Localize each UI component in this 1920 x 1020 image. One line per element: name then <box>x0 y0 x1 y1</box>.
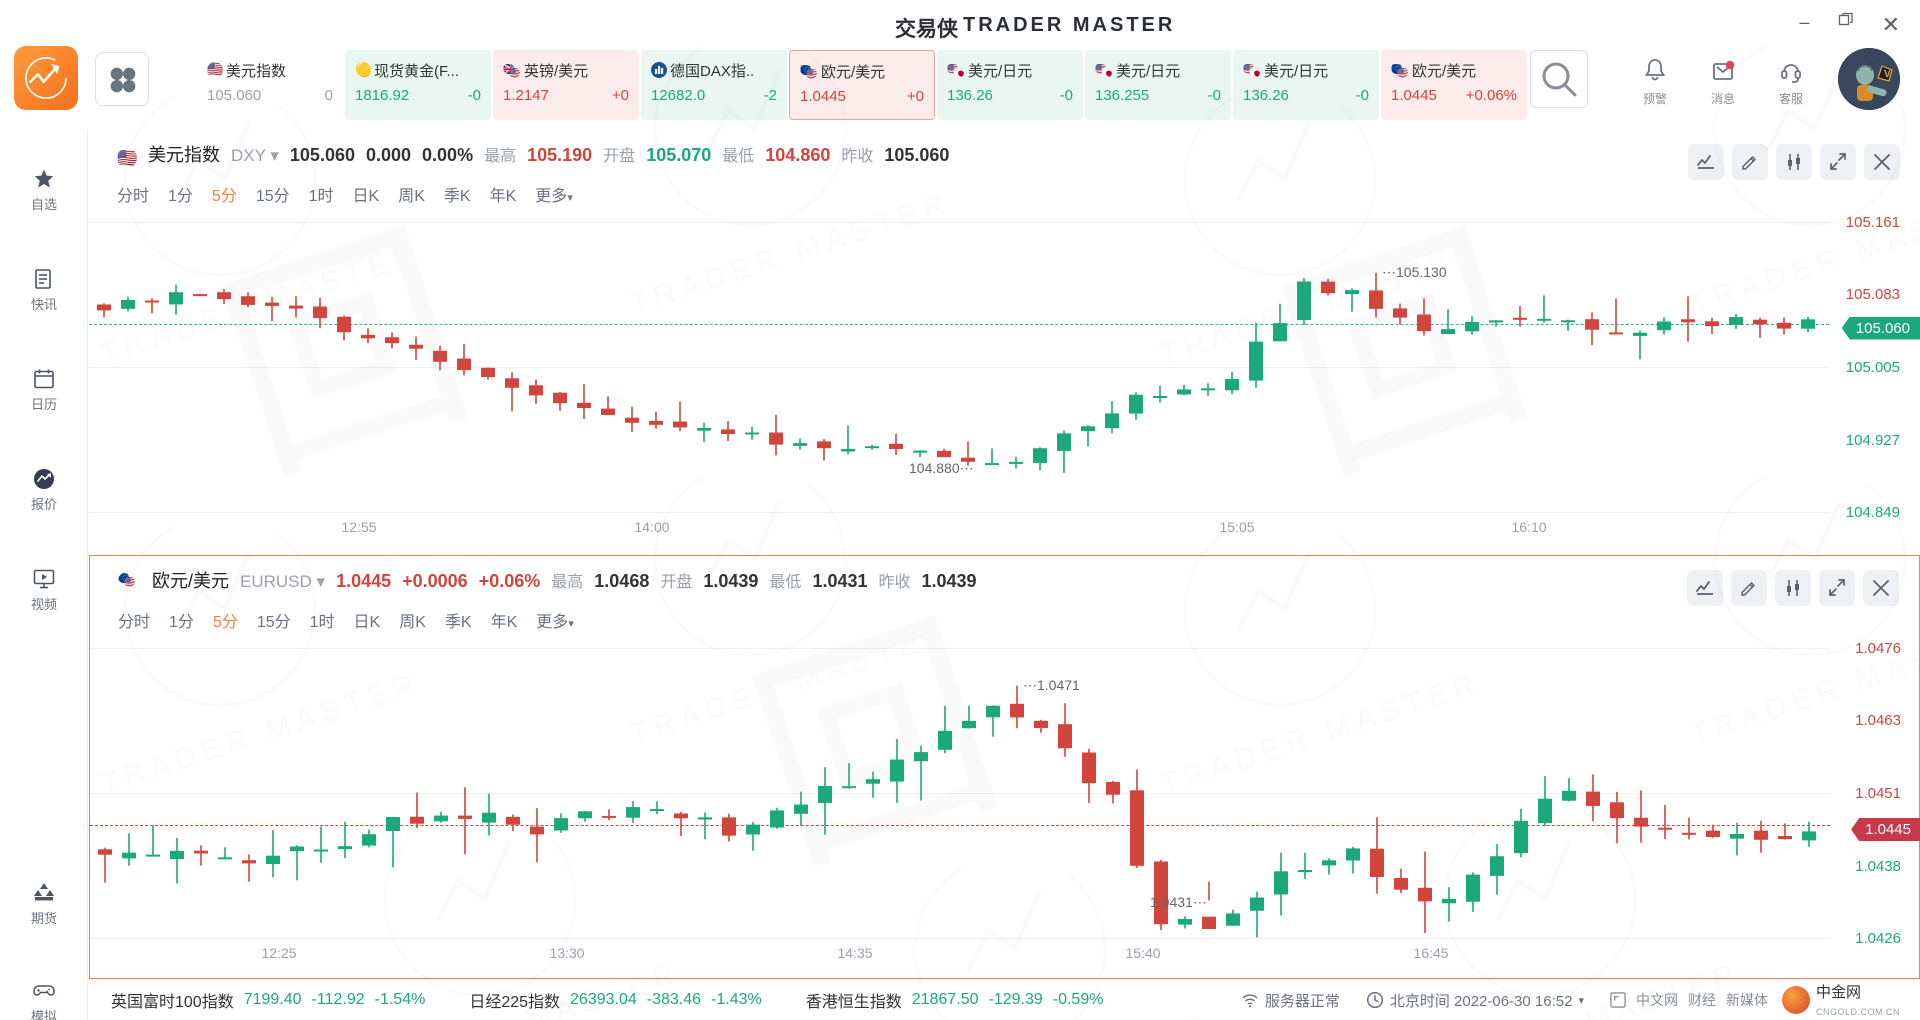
svg-text:V: V <box>1884 69 1891 80</box>
